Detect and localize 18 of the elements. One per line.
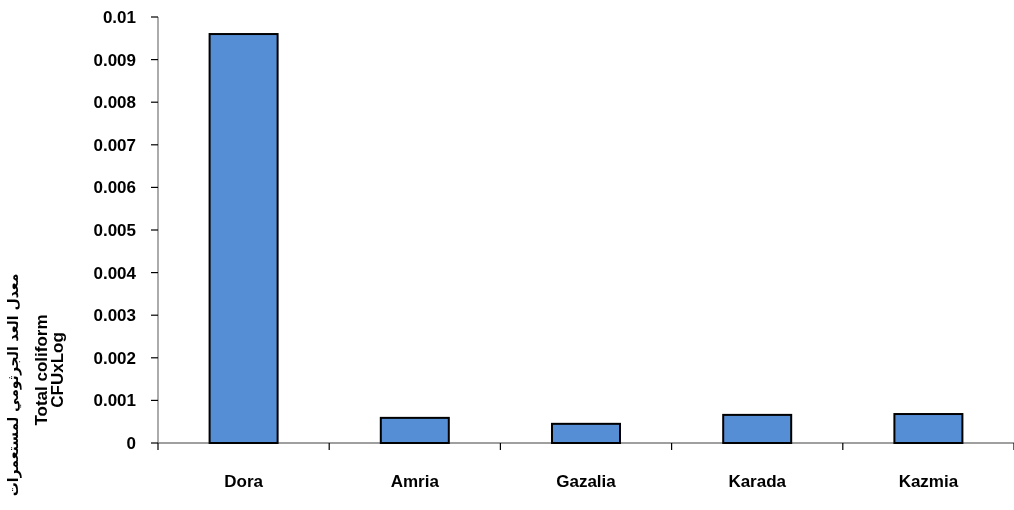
x-tick-label: Dora (224, 472, 263, 491)
y-tick-label: 0.006 (93, 178, 136, 198)
y-tick-label: 0.009 (93, 50, 136, 70)
y-tick-label: 0.007 (93, 135, 136, 155)
x-tick-label: Gazalia (556, 472, 616, 491)
annotation: معدل العد الجرثومي لمستعمرات (5, 273, 21, 497)
x-tick-label: Karada (728, 472, 786, 491)
x-tick-label: Amria (390, 472, 439, 491)
y-tick-label: 0 (126, 434, 136, 453)
y-axis-title: Total coliform CFUxLog (32, 314, 67, 426)
y-tick-label: 0.001 (93, 391, 136, 411)
y-tick-label: 0.008 (93, 93, 136, 113)
y-tick-label: 0.003 (93, 306, 136, 326)
y-tick-label: 0.005 (93, 221, 136, 240)
y-tick-label: 0.002 (93, 348, 136, 368)
x-tick-label: Kazmia (898, 472, 959, 491)
y-tick-label: 0.01 (102, 8, 136, 27)
y-tick-label: 0.004 (93, 263, 136, 283)
